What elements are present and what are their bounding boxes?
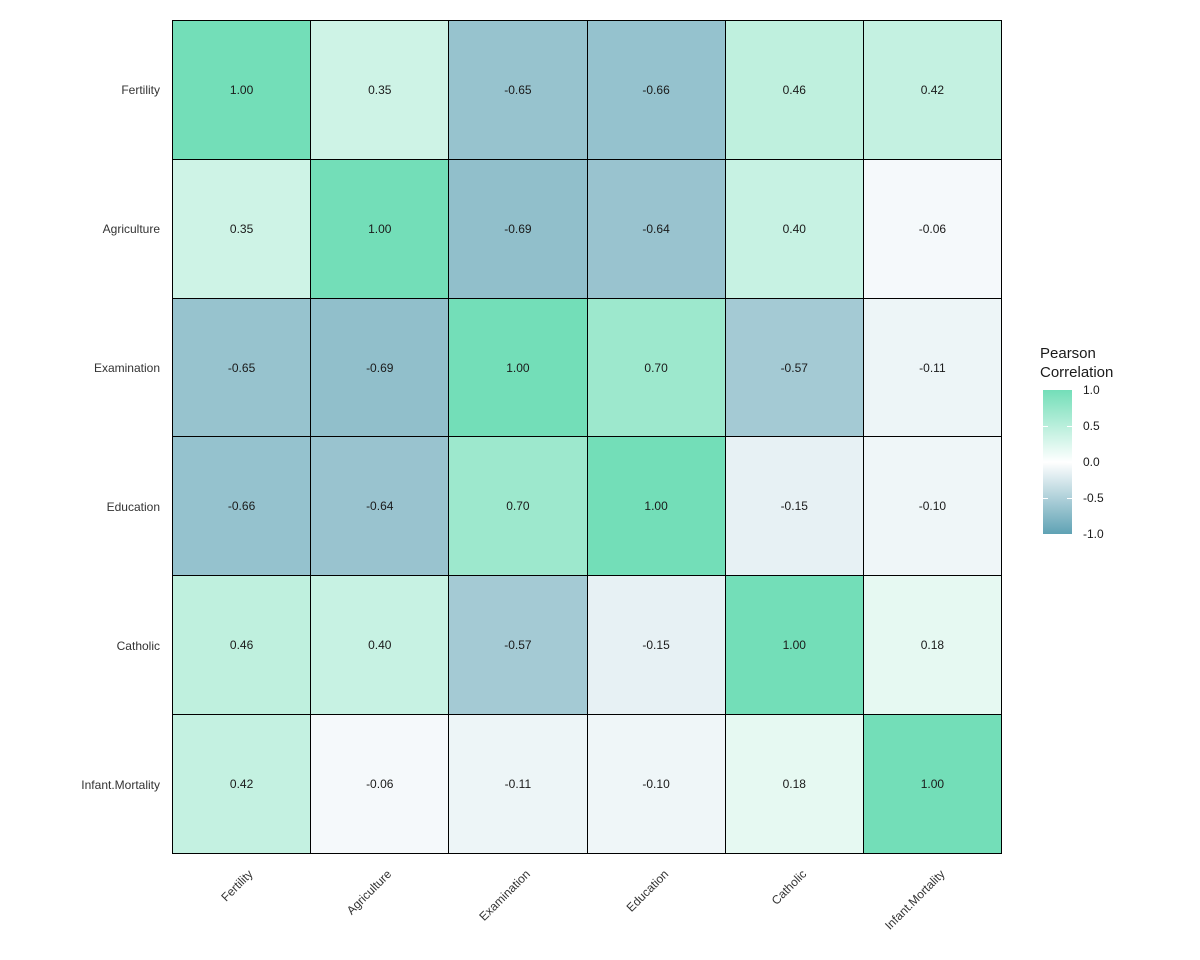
legend-tick-label: 1.0 [1083,383,1100,397]
heatmap-cell-Catholic-Examination: -0.57 [449,576,587,715]
heatmap-cell-Fertility-Infant.Mortality: 0.42 [863,21,1001,159]
legend-tick-mark [1043,462,1048,463]
legend-tick-label: 0.0 [1083,455,1100,469]
heatmap-cell-Agriculture-Fertility: 0.35 [173,159,311,298]
heatmap-cell-Catholic-Agriculture: 0.40 [311,576,449,715]
x-axis-label-text: Agriculture [343,867,395,918]
legend-tick-label: -0.5 [1083,491,1104,505]
x-axis-label-text: Infant.Mortality [882,867,948,933]
heatmap-cell-Agriculture-Agriculture: 1.00 [311,159,449,298]
legend-tick-mark [1067,462,1072,463]
heatmap-matrix: 1.00 0.35 -0.65 -0.66 0.46 0.42 0.35 1.00 -0.69-… [172,20,1002,854]
heatmap-cell-Fertility-Agriculture: 0.35 [311,21,449,159]
heatmap-cell-Education-Fertility: -0.66 [173,437,311,576]
heatmap-cell-Examination-Catholic: -0.57 [725,298,863,437]
heatmap-cell-Infant.Mortality-Catholic: 0.18 [725,715,863,853]
legend-title-line-2: Correlation [1040,364,1114,381]
x-axis-label-text: Examination [476,867,533,924]
heatmap-cell-Catholic-Fertility: 0.46 [173,576,311,715]
heatmap-cell-Catholic-Education: -0.15 [587,576,725,715]
y-axis-label-catholic: Catholic [116,638,160,653]
heatmap-cell-Fertility-Examination: -0.65 [449,21,587,159]
heatmap-cell-Catholic-Catholic: 1.00 [725,576,863,715]
y-axis-label-examination: Examination [93,360,160,375]
heatmap-cell-Agriculture-Infant.Mortality: -0.06 [863,159,1001,298]
y-axis-label-agriculture: Agriculture [102,221,160,236]
heatmap-cell-Fertility-Catholic: 0.46 [725,21,863,159]
heatmap-cell-Infant.Mortality-Infant.Mortality: 1.00 [863,715,1001,853]
heatmap-cell-Examination-Agriculture: -0.69 [311,298,449,437]
y-axis-label-fertility: Fertility [121,82,160,97]
heatmap-cell-Education-Infant.Mortality: -0.10 [863,437,1001,576]
legend-tick-mark [1043,426,1048,427]
x-axis-label-text: Fertility [218,867,257,905]
legend-tick-label: 0.5 [1083,419,1100,433]
heatmap-cell-Examination-Infant.Mortality: -0.11 [863,298,1001,437]
heatmap-cell-Examination-Education: 0.70 [587,298,725,437]
heatmap-cell-Education-Catholic: -0.15 [725,437,863,576]
heatmap-cell-Fertility-Education: -0.66 [587,21,725,159]
heatmap-cell-Agriculture-Examination: -0.69 [449,159,587,298]
heatmap-cell-Examination-Fertility: -0.65 [173,298,311,437]
heatmap-cell-Agriculture-Catholic: 0.40 [725,159,863,298]
legend: Pearson Correlation 1.0 0.5 0.0 -0.5 -1.0 [1040,344,1190,541]
x-axis-label-text: Education [623,867,672,915]
x-axis-label-text: Catholic [768,867,810,908]
heatmap-cell-Examination-Examination: 1.00 [449,298,587,437]
legend-title-line-1: Pearson [1040,345,1096,362]
heatmap-cell-Infant.Mortality-Fertility: 0.42 [173,715,311,853]
legend-tick-mark [1043,498,1048,499]
heatmap-cell-Education-Agriculture: -0.64 [311,437,449,576]
heatmap-cell-Catholic-Infant.Mortality: 0.18 [863,576,1001,715]
legend-tick-label: -1.0 [1083,527,1104,541]
heatmap-cell-Education-Examination: 0.70 [449,437,587,576]
heatmap-cell-Agriculture-Education: -0.64 [587,159,725,298]
heatmap-cell-Fertility-Fertility: 1.00 [173,21,311,159]
heatmap-cell-Education-Education: 1.00 [587,437,725,576]
heatmap-cell-Infant.Mortality-Examination: -0.11 [449,715,587,853]
legend-tick-mark [1067,498,1072,499]
y-axis-label-infant.mortality: Infant.Mortality [81,777,160,792]
heatmap-cell-Infant.Mortality-Education: -0.10 [587,715,725,853]
legend-tick-mark [1067,426,1072,427]
y-axis-label-education: Education [106,499,160,514]
heatmap-cell-Infant.Mortality-Agriculture: -0.06 [311,715,449,853]
